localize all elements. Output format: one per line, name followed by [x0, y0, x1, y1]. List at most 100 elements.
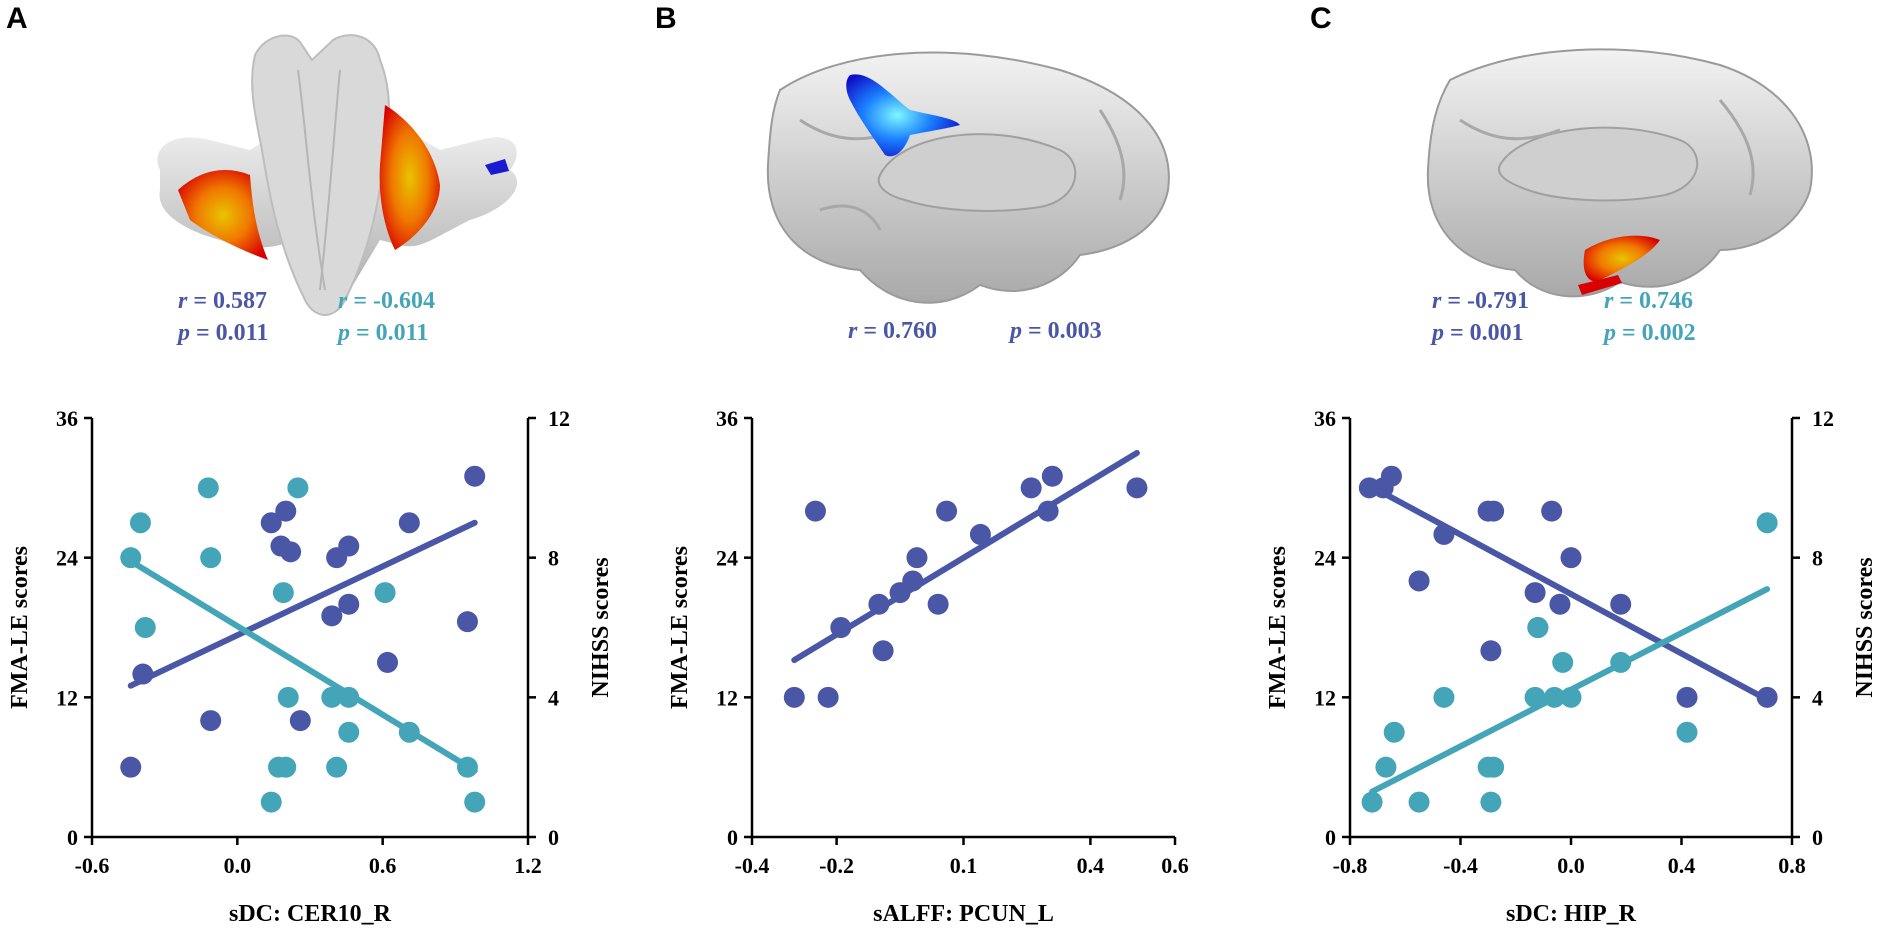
series-fma-le	[1358, 465, 1778, 708]
x-tick-label: 1.2	[514, 853, 542, 878]
data-point	[260, 512, 282, 534]
y-tick-label: 0	[67, 825, 78, 850]
y2-tick-label: 12	[1812, 406, 1834, 431]
x-axis-label: sDC: HIP_R	[1506, 901, 1637, 927]
series-fma-le	[783, 449, 1148, 708]
y-tick-label: 12	[56, 685, 78, 710]
data-point	[1552, 651, 1574, 673]
y-axis-label: FMA-LE scores	[1265, 546, 1291, 709]
y-tick-label: 24	[716, 546, 738, 571]
y-tick-label: 24	[56, 546, 78, 571]
panel-letter-a: A	[6, 2, 28, 35]
y2-tick-label: 0	[548, 825, 559, 850]
y2-axis-label: NIHSS scores	[1852, 557, 1878, 697]
y-tick-label: 12	[1314, 685, 1336, 710]
data-point	[398, 721, 420, 743]
series-nihss	[120, 477, 486, 813]
x-tick-label: 0.0	[224, 853, 252, 878]
stat-r-a-fma: r = 0.587	[178, 288, 267, 314]
data-point	[902, 570, 924, 592]
data-point	[1524, 582, 1546, 604]
y2-axis-label: NIHSS scores	[588, 557, 614, 697]
x-tick-label: 0.0	[1557, 853, 1585, 878]
data-point	[272, 582, 294, 604]
data-point	[374, 582, 396, 604]
series-nihss	[1361, 512, 1778, 813]
data-point	[1541, 500, 1563, 522]
x-tick-label: 0.6	[1161, 853, 1189, 878]
x-tick-label: -0.2	[819, 853, 854, 878]
data-point	[868, 593, 890, 615]
data-point	[398, 512, 420, 534]
data-point	[1380, 465, 1402, 487]
stat-r-c-fma: r = -0.791	[1432, 288, 1529, 314]
data-point	[1676, 721, 1698, 743]
data-point	[1756, 686, 1778, 708]
stat-p-c-fma: p = 0.001	[1430, 320, 1524, 346]
data-point	[1524, 686, 1546, 708]
scatter-chart-b: -0.4 -0.2 0.1 0.4 0.6 0 12 24 36 sALFF: PCUN_L FMA…	[667, 406, 1189, 927]
x-axis-label: sDC: CER10_R	[229, 901, 392, 927]
data-point	[1480, 791, 1502, 813]
data-point	[830, 617, 852, 638]
data-point	[1041, 465, 1063, 487]
data-point	[1361, 791, 1383, 813]
y-axis-label: FMA-LE scores	[667, 546, 693, 709]
data-point	[280, 541, 302, 563]
fit-line	[791, 449, 1140, 664]
panel-letter-c: C	[1310, 2, 1332, 35]
data-point	[1126, 477, 1148, 499]
data-point	[456, 756, 478, 778]
fit-line	[127, 558, 478, 774]
x-tick-label: -0.4	[1443, 853, 1478, 878]
y-tick-label: 12	[716, 685, 738, 710]
data-point	[1433, 523, 1455, 545]
cerebellum-brainstem-render-icon	[157, 34, 518, 316]
x-tick-label: -0.8	[1333, 853, 1368, 878]
y-tick-label: 36	[716, 406, 738, 431]
data-point	[1610, 651, 1632, 673]
data-point	[1020, 477, 1042, 499]
data-point	[338, 686, 360, 708]
data-point	[969, 523, 991, 545]
y2-tick-label: 8	[548, 546, 559, 571]
data-point	[1756, 512, 1778, 534]
data-point	[464, 791, 486, 813]
data-point	[277, 686, 299, 708]
medial-brain-render-icon	[766, 51, 1170, 304]
stat-p-a-fma: p = 0.011	[176, 320, 268, 346]
data-point	[200, 710, 222, 732]
data-point	[464, 465, 486, 487]
data-point	[120, 756, 142, 778]
data-point	[927, 593, 949, 615]
stat-p-b-fma: p = 0.003	[1008, 318, 1102, 344]
y2-tick-label: 8	[1812, 546, 1823, 571]
x-tick-label: 0.4	[1077, 853, 1105, 878]
stat-r-a-nihss: r = -0.604	[338, 288, 435, 314]
data-point	[377, 651, 399, 673]
medial-brain-render-icon	[1426, 48, 1813, 298]
x-tick-label: -0.6	[75, 853, 110, 878]
data-point	[321, 605, 343, 627]
data-point	[906, 547, 928, 569]
data-point	[1527, 617, 1549, 638]
data-point	[936, 500, 958, 522]
y2-tick-label: 4	[1812, 685, 1823, 710]
x-tick-label: 0.6	[369, 853, 397, 878]
data-point	[1543, 686, 1565, 708]
data-point	[804, 500, 826, 522]
data-point	[200, 547, 222, 569]
series-fma-le	[120, 465, 486, 778]
data-point	[338, 721, 360, 743]
data-point	[338, 535, 360, 557]
data-point	[456, 611, 478, 633]
data-point	[872, 640, 894, 662]
y2-tick-label: 12	[548, 406, 570, 431]
data-point	[1483, 756, 1505, 778]
panel-letter-b: B	[655, 2, 677, 35]
data-point	[129, 512, 151, 534]
stat-r-b-fma: r = 0.760	[848, 318, 937, 344]
y-axis-label: FMA-LE scores	[7, 546, 33, 709]
fit-line	[1366, 482, 1771, 703]
